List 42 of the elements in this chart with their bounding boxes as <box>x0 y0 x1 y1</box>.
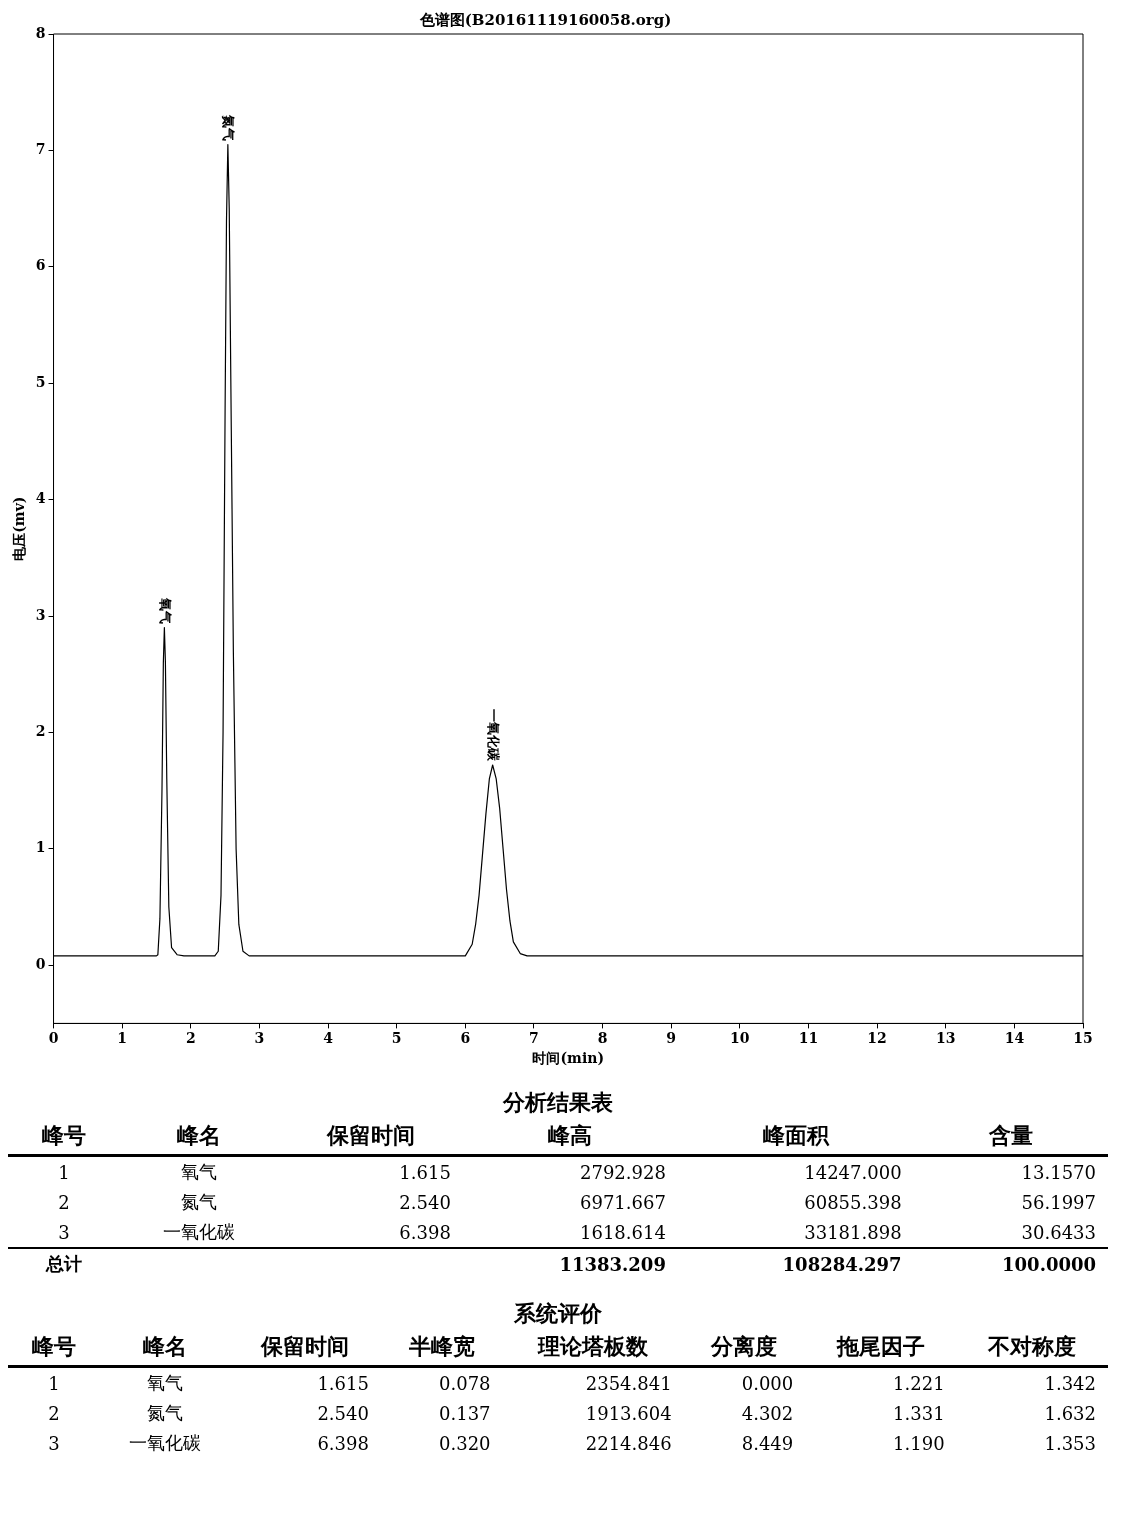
x-tick-label: 5 <box>391 1030 402 1047</box>
x-tick-label: 6 <box>460 1030 471 1047</box>
x-tick-label: 9 <box>666 1030 677 1047</box>
text: 峰号 峰名 保留时间 半峰宽 理论塔板数 分离度 拖尾因子 不对称度 <box>31 1333 1077 1359</box>
y-tick-label: 7 <box>35 141 46 158</box>
y-tick-label: 6 <box>35 257 46 274</box>
x-tick-label: 13 <box>936 1030 956 1047</box>
x-axis-title: 时间(min) <box>532 1050 605 1067</box>
text: 峰号 峰名 保留时间 峰高 峰面积 含量 <box>42 1122 1033 1148</box>
y-tick-label: 8 <box>35 24 46 41</box>
x-tick-label: 3 <box>254 1030 265 1047</box>
x-tick-label: 0 <box>48 1030 59 1047</box>
annotation: 氧气 <box>158 596 173 624</box>
annotation: 一氧化碳 <box>486 708 502 762</box>
y-tick-label: 0 <box>35 955 46 972</box>
y-tick-label: 2 <box>35 723 46 740</box>
y-tick-label: 4 <box>35 490 46 507</box>
x-tick-label: 14 <box>1004 1030 1025 1047</box>
x-tick-label: 15 <box>1073 1030 1093 1047</box>
text: 2 氮气 2.540 6971.667 60855.398 56.1997 <box>58 1191 1096 1213</box>
text: 系统评价 <box>513 1299 603 1328</box>
x-tick-label: 10 <box>730 1030 750 1047</box>
y-axis-title: 电压(mv) <box>11 496 28 561</box>
text: 1 氧气 1.615 2792.928 14247.000 13.1570 <box>58 1161 1096 1183</box>
text: 1 氧气 1.615 0.078 2354.841 0.000 1.221 1.342 <box>48 1372 1096 1394</box>
y-tick-label: 1 <box>35 839 46 856</box>
text: 总计 11383.209 108284.297 100.0000 <box>46 1253 1096 1275</box>
y-tick-label: 3 <box>35 606 46 623</box>
x-tick-label: 8 <box>597 1030 608 1047</box>
annotation: 氮气 <box>221 113 237 141</box>
text: 3 一氧化碳 6.398 1618.614 33181.898 30.6433 <box>58 1221 1096 1243</box>
chart-title: 色谱图(B20161119160058.org) <box>418 10 672 29</box>
text: 3 一氧化碳 6.398 0.320 2214.846 8.449 1.190 1.353 <box>48 1432 1096 1454</box>
text: 2 氮气 2.540 0.137 1913.604 4.302 1.331 1.632 <box>48 1402 1096 1424</box>
x-tick-label: 1 <box>117 1030 128 1047</box>
y-tick-label: 5 <box>35 373 46 390</box>
x-tick-label: 2 <box>185 1030 196 1047</box>
x-tick-label: 7 <box>529 1030 539 1047</box>
text: 分析结果表 <box>502 1088 614 1117</box>
x-tick-label: 12 <box>867 1030 887 1047</box>
x-tick-label: 4 <box>323 1030 334 1047</box>
x-tick-label: 11 <box>798 1030 819 1047</box>
